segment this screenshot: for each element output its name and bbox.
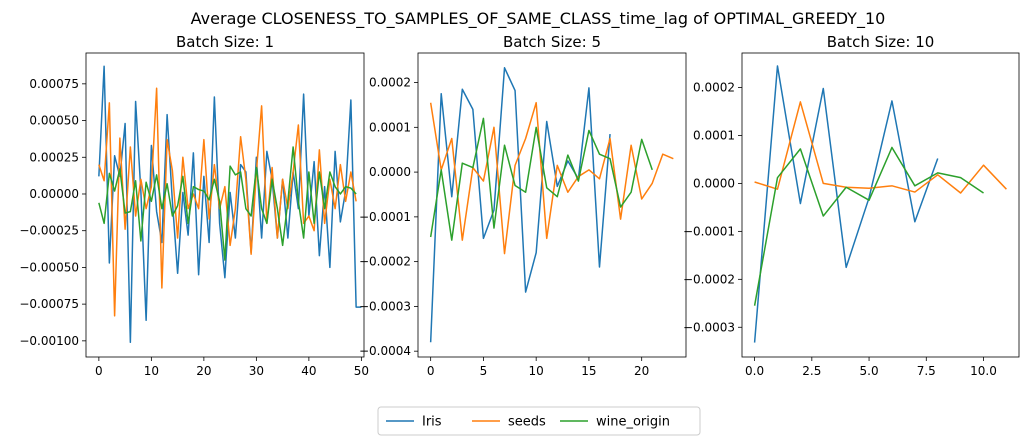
- chart-panels: Batch Size: 10 10 20 30 40 50−0.00100−0.00075…: [19, 33, 1020, 378]
- legend-label: Iris: [422, 415, 442, 430]
- x-tick-label: 0.0: [745, 364, 764, 378]
- series-line-wine_origin: [98, 146, 357, 261]
- y-tick-label: −0.0002: [683, 272, 735, 286]
- y-tick-label: −0.00075: [19, 297, 79, 311]
- x-tick-label: 30: [249, 364, 264, 378]
- x-tick-label: 5.0: [860, 364, 879, 378]
- series-line-seeds: [754, 101, 1007, 194]
- y-tick-label: −0.0004: [359, 344, 411, 358]
- series-line-wine_origin: [753, 146, 984, 306]
- panel-title: Batch Size: 1: [176, 33, 274, 51]
- plot-frame: [741, 52, 1020, 358]
- y-tick-label: −0.0001: [683, 224, 735, 238]
- x-tick-label: 20: [634, 364, 649, 378]
- chart-panel-2: Batch Size: 5 0 5 10 15 20 −0.0004 −0.0003 −0.00…: [359, 33, 687, 378]
- legend-label: wine_origin: [596, 415, 670, 430]
- y-tick-label: 0.00000: [29, 187, 79, 201]
- y-tick-label: −0.00025: [19, 224, 79, 238]
- plot-frame: [417, 52, 687, 358]
- x-tick-label: 0: [427, 364, 435, 378]
- y-tick-label: 0.00025: [29, 150, 79, 164]
- series-lines: [429, 67, 674, 343]
- y-tick-label: −0.0002: [359, 255, 411, 269]
- y-tick-label: −0.00050: [19, 260, 79, 274]
- y-tick-label: 0.00050: [29, 114, 79, 128]
- x-tick-label: 2.5: [802, 364, 821, 378]
- legend-box: [377, 406, 701, 436]
- y-tick-label: −0.0003: [359, 299, 411, 313]
- panel-title: Batch Size: 10: [827, 33, 935, 51]
- x-tick-label: 5: [480, 364, 488, 378]
- y-tick-label: 0.00075: [29, 77, 79, 91]
- y-tick-label: 0.0000: [369, 165, 411, 179]
- x-tick-label: 0: [95, 364, 103, 378]
- x-tick-label: 40: [301, 364, 316, 378]
- x-tick-label: 20: [196, 364, 211, 378]
- legend-label: seeds: [508, 415, 546, 430]
- x-tick-label: 50: [354, 364, 369, 378]
- figure-title: Average CLOSENESS_TO_SAMPLES_OF_SAME_CLA…: [191, 9, 886, 29]
- y-tick-label: 0.0001: [369, 120, 411, 134]
- x-tick-label: 7.5: [917, 364, 936, 378]
- series-lines: [753, 65, 1007, 343]
- y-tick-label: −0.0003: [683, 320, 735, 334]
- y-tick-label: 0.0002: [369, 76, 411, 90]
- x-tick-label: 15: [581, 364, 596, 378]
- series-lines: [98, 65, 362, 344]
- y-tick-label: 0.0002: [693, 81, 735, 95]
- y-tick-label: −0.0001: [359, 210, 411, 224]
- series-line-Iris: [429, 67, 611, 343]
- y-tick-label: 0.0001: [693, 128, 735, 142]
- x-tick-label: 10.0: [970, 364, 997, 378]
- series-line-wine_origin: [429, 117, 653, 241]
- series-line-Iris: [753, 65, 939, 343]
- x-tick-label: 10: [144, 364, 159, 378]
- y-tick-label: 0.0000: [693, 176, 735, 190]
- y-tick-label: −0.00100: [19, 334, 79, 348]
- x-tick-label: 10: [529, 364, 544, 378]
- series-line-Iris: [98, 65, 362, 344]
- chart-panel-1: Batch Size: 1 0 10 20 30 40 50 −0.00100 −0.00075…: [19, 33, 369, 378]
- chart-panel-3: Batch Size: 10 0.0 2.5 5.0 7.5 10.0 −0.0003 −0.…: [683, 33, 1020, 378]
- series-line-seeds: [429, 101, 674, 255]
- plot-frame: [85, 52, 365, 358]
- legend: Iris seeds wine_origin: [377, 406, 701, 436]
- panel-title: Batch Size: 5: [503, 33, 601, 51]
